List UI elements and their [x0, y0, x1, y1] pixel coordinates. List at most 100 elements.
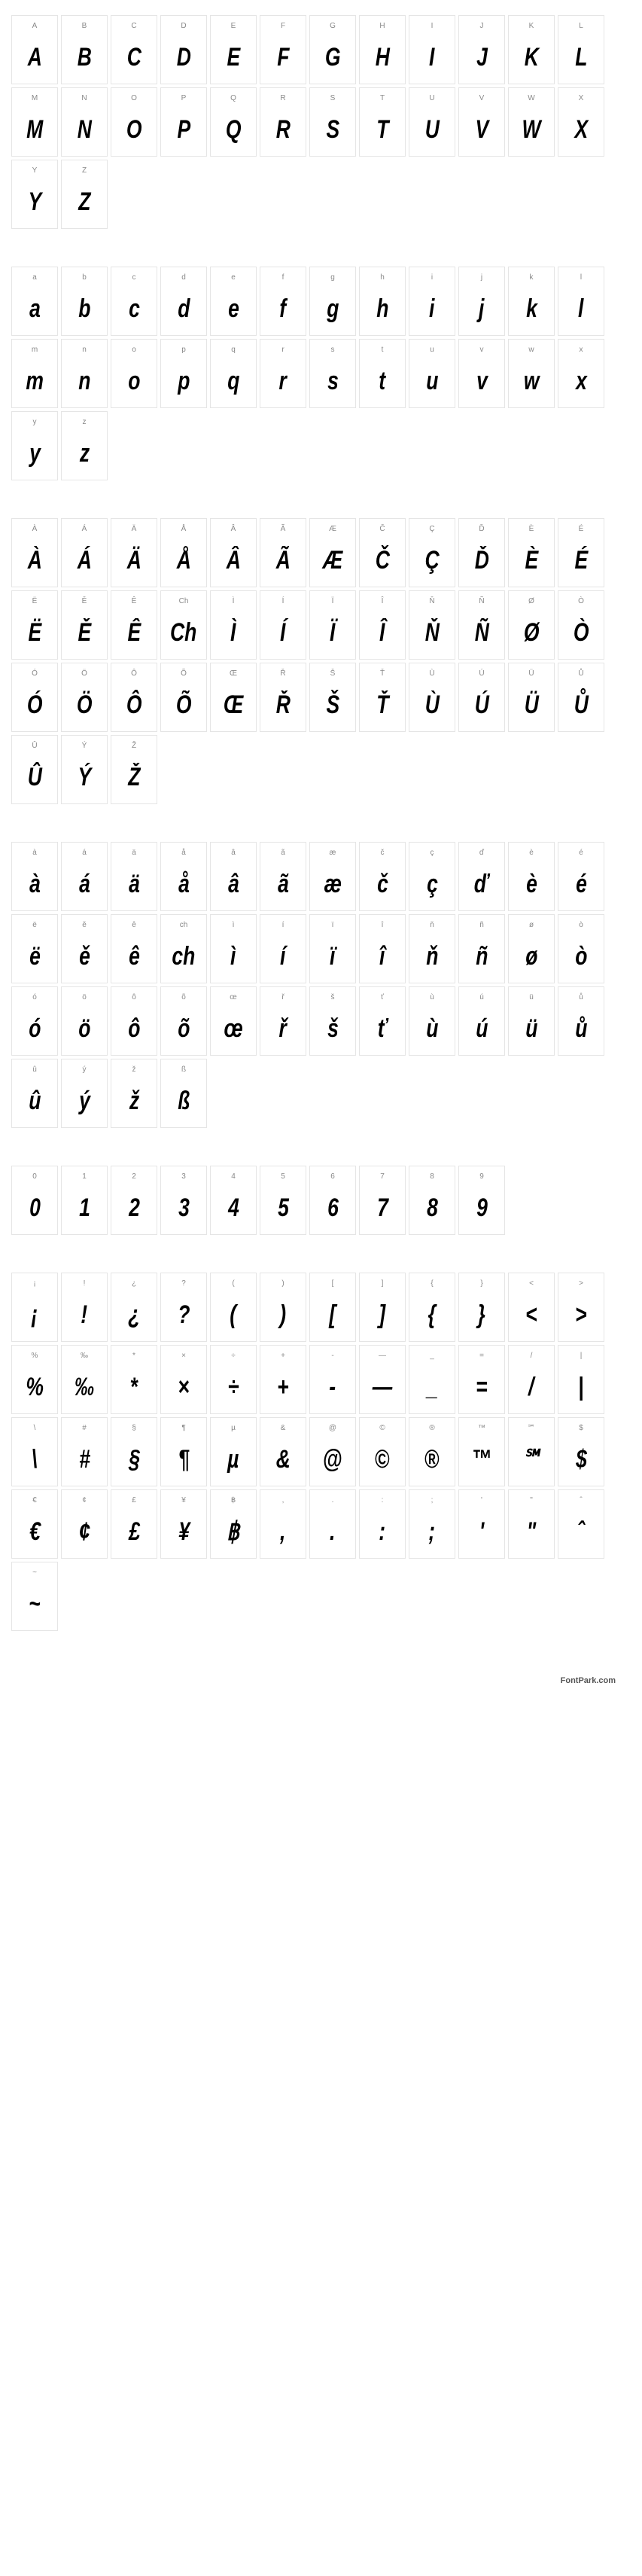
glyph-cell: çç — [409, 842, 455, 911]
glyph-display: ä — [129, 858, 140, 910]
glyph-display: µ — [227, 1433, 239, 1486]
section-uppercase-accented: ÀÀÁÁÄÄÅÅÂÂÃÃÆÆČČÇÇĎĎÈÈÉÉËËĚĚÊÊChChÌÌÍÍÏÏ… — [11, 518, 631, 804]
glyph-display: h — [376, 282, 388, 335]
glyph-label: Ď — [479, 523, 484, 534]
glyph-cell: ĎĎ — [458, 518, 505, 587]
glyph-display: m — [26, 355, 44, 407]
glyph-label: q — [231, 344, 236, 355]
glyph-display: ® — [424, 1433, 440, 1486]
glyph-label: m — [32, 344, 38, 355]
glyph-label: 6 — [330, 1171, 335, 1181]
glyph-label: G — [330, 20, 336, 31]
glyph-display: ã — [278, 858, 289, 910]
glyph-cell: 44 — [210, 1166, 257, 1235]
glyph-cell: !! — [61, 1273, 108, 1342]
glyph-label: ô — [132, 992, 136, 1002]
glyph-display: 5 — [278, 1181, 289, 1234]
glyph-display: ď — [474, 858, 489, 910]
glyph-display: æ — [324, 858, 342, 910]
glyph-label: 3 — [181, 1171, 186, 1181]
glyph-display: Y — [28, 175, 41, 228]
glyph-label: ç — [431, 847, 434, 858]
glyph-label: c — [132, 272, 136, 282]
glyph-cell: kk — [508, 267, 555, 336]
glyph-label: è — [529, 847, 534, 858]
glyph-cell: uu — [409, 339, 455, 408]
glyph-label: 2 — [132, 1171, 136, 1181]
glyph-cell: ÝÝ — [61, 735, 108, 804]
glyph-display: l — [578, 282, 583, 335]
glyph-display: j — [479, 282, 484, 335]
glyph-label: I — [431, 20, 434, 31]
glyph-display: J — [476, 31, 488, 84]
glyph-cell: ®® — [409, 1417, 455, 1486]
glyph-display: Ů — [574, 678, 588, 731]
glyph-cell: ‰‰ — [61, 1345, 108, 1414]
glyph-display: ) — [280, 1288, 287, 1341]
glyph-label: Č — [379, 523, 385, 534]
glyph-display: Ï — [330, 606, 335, 659]
glyph-cell: ÁÁ — [61, 518, 108, 587]
glyph-display: Ö — [77, 678, 93, 731]
glyph-label: r — [281, 344, 284, 355]
glyph-display: O — [126, 103, 142, 156]
glyph-cell: řř — [260, 986, 306, 1056]
glyph-display: E — [227, 31, 240, 84]
glyph-label: Ě — [82, 596, 87, 606]
glyph-cell: ññ — [458, 914, 505, 983]
glyph-display: È — [525, 534, 538, 587]
glyph-label: û — [32, 1064, 37, 1075]
glyph-cell: [[ — [309, 1273, 356, 1342]
glyph-cell: ìì — [210, 914, 257, 983]
glyph-display: s — [327, 355, 339, 407]
glyph-display: } — [478, 1288, 485, 1341]
glyph-display: v — [476, 355, 488, 407]
glyph-label: ¥ — [181, 1495, 186, 1505]
glyph-cell: žž — [111, 1059, 157, 1128]
glyph-cell: ℠℠ — [508, 1417, 555, 1486]
glyph-label: $ — [579, 1422, 583, 1433]
glyph-cell: || — [558, 1345, 604, 1414]
glyph-display: § — [129, 1433, 140, 1486]
glyph-label: T — [380, 93, 385, 103]
glyph-label: g — [330, 272, 335, 282]
glyph-cell: >> — [558, 1273, 604, 1342]
glyph-label: 4 — [231, 1171, 236, 1181]
glyph-cell: PP — [160, 87, 207, 157]
glyph-label: Ç — [429, 523, 434, 534]
glyph-cell: áá — [61, 842, 108, 911]
glyph-label: Ù — [429, 668, 434, 678]
glyph-display: 9 — [476, 1181, 488, 1234]
glyph-cell: ¡¡ — [11, 1273, 58, 1342]
glyph-cell: -- — [309, 1345, 356, 1414]
glyph-display: , — [280, 1505, 285, 1558]
glyph-cell: ÄÄ — [111, 518, 157, 587]
glyph-label: Ò — [578, 596, 584, 606]
glyph-label: ; — [431, 1495, 434, 1505]
glyph-display: # — [79, 1433, 90, 1486]
glyph-display: . — [330, 1505, 335, 1558]
glyph-cell: ôô — [111, 986, 157, 1056]
glyph-label: s — [331, 344, 335, 355]
glyph-display: ¢ — [79, 1505, 90, 1558]
glyph-label: õ — [181, 992, 186, 1002]
glyph-display: $ — [576, 1433, 587, 1486]
glyph-label: ë — [32, 919, 37, 930]
glyph-label: ť — [381, 992, 384, 1002]
glyph-label: Î — [382, 596, 384, 606]
glyph-cell: AA — [11, 15, 58, 84]
glyph-display: ť — [378, 1002, 388, 1055]
glyph-display: Q — [226, 103, 242, 156]
glyph-label: Ü — [528, 668, 534, 678]
glyph-cell: èè — [508, 842, 555, 911]
glyph-display: ¿ — [128, 1288, 140, 1341]
glyph-label: S — [330, 93, 336, 103]
glyph-cell: ďď — [458, 842, 505, 911]
glyph-cell: ùù — [409, 986, 455, 1056]
glyph-display: À — [27, 534, 41, 587]
glyph-label: Ch — [179, 596, 189, 606]
glyph-label: € — [32, 1495, 37, 1505]
glyph-cell: ©© — [359, 1417, 406, 1486]
glyph-display: É — [574, 534, 588, 587]
glyph-label: Ø — [528, 596, 534, 606]
